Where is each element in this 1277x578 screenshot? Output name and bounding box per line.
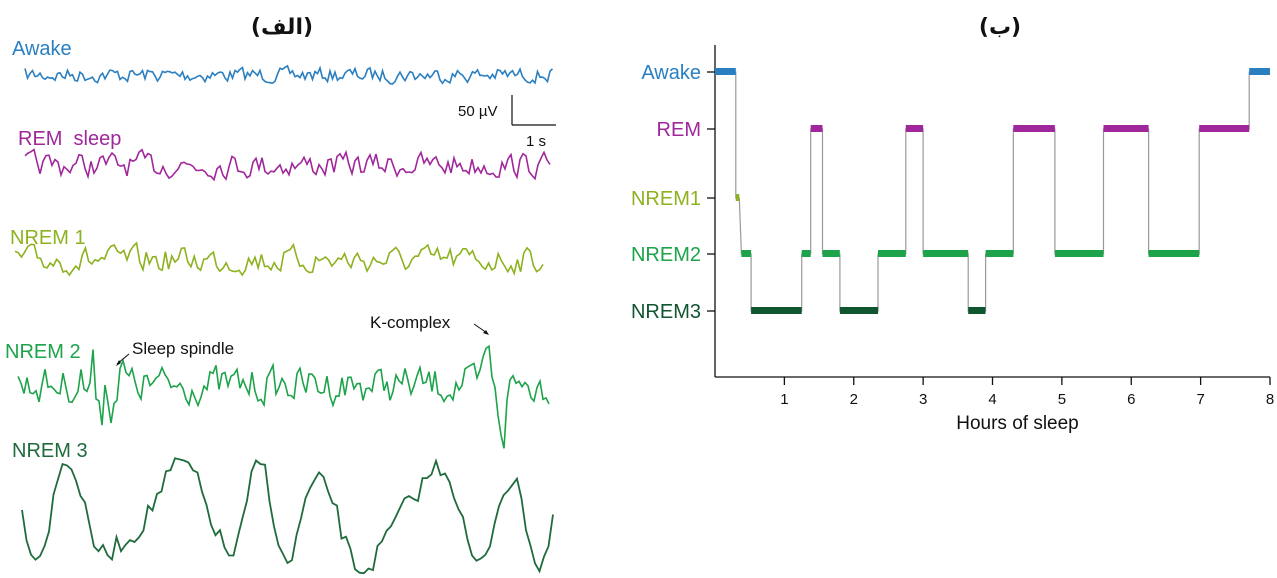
x-tick-label-7: 7 bbox=[1196, 391, 1204, 408]
y-tick-label-nrem2: NREM2 bbox=[631, 244, 701, 266]
sleep-spindle-arrowhead bbox=[116, 360, 121, 366]
trace-label-nrem1: NREM 1 bbox=[10, 227, 86, 249]
stage-segment-rem bbox=[1199, 125, 1250, 132]
y-tick-label-awake: Awake bbox=[641, 62, 701, 84]
stage-segment-nrem2 bbox=[985, 250, 1014, 257]
scale-bar: 50 µV 1 s bbox=[458, 95, 556, 150]
x-axis-title: Hours of sleep bbox=[956, 413, 1079, 434]
stage-segment-nrem2 bbox=[878, 250, 906, 257]
eeg-trace-rem bbox=[24, 148, 551, 182]
hypnogram: Awake REM NREM1 NREM2 NREM3 1 2 3 4 5 6 7 8 Hours of … bbox=[631, 45, 1274, 434]
stage-segment-awake bbox=[1249, 68, 1270, 75]
stage-segment-nrem3 bbox=[968, 307, 986, 314]
stage-segment-nrem2 bbox=[801, 250, 811, 257]
trace-label-rem: REM sleep bbox=[18, 128, 121, 150]
scale-time-label: 1 s bbox=[526, 133, 546, 150]
x-tick-label-3: 3 bbox=[919, 391, 927, 408]
stage-segment-nrem2 bbox=[741, 250, 752, 257]
panel-a-label: (الف) bbox=[251, 15, 313, 40]
y-tick-label-nrem3: NREM3 bbox=[631, 301, 701, 323]
stage-segment-rem bbox=[1103, 125, 1149, 132]
stage-segment-nrem1 bbox=[735, 194, 740, 201]
trace-label-awake: Awake bbox=[12, 38, 72, 60]
y-tick-label-nrem1: NREM1 bbox=[631, 188, 701, 210]
trace-label-nrem3: NREM 3 bbox=[12, 440, 88, 462]
eeg-trace-nrem3 bbox=[21, 457, 554, 575]
x-tick-label-4: 4 bbox=[988, 391, 996, 408]
stage-segment-rem bbox=[810, 125, 823, 132]
hypnogram-step-line bbox=[715, 71, 1270, 312]
x-tick-label-1: 1 bbox=[780, 391, 788, 408]
sleep-spindle-label: Sleep spindle bbox=[132, 339, 234, 358]
stage-segment-nrem2 bbox=[923, 250, 969, 257]
k-complex-arrowhead bbox=[483, 330, 489, 335]
x-tick-label-2: 2 bbox=[850, 391, 858, 408]
stage-segment-awake bbox=[715, 68, 736, 75]
eeg-trace-awake bbox=[24, 64, 554, 85]
x-tick-label-8: 8 bbox=[1266, 391, 1274, 408]
trace-label-nrem2: NREM 2 bbox=[5, 341, 81, 363]
stage-segment-nrem2 bbox=[1054, 250, 1104, 257]
stage-segment-nrem3 bbox=[839, 307, 879, 314]
stage-segment-nrem2 bbox=[1148, 250, 1200, 257]
x-tick-label-6: 6 bbox=[1127, 391, 1135, 408]
eeg-trace-nrem2 bbox=[17, 344, 550, 449]
stage-segment-nrem3 bbox=[751, 307, 802, 314]
stage-segment-nrem2 bbox=[822, 250, 840, 257]
eeg-trace-nrem1 bbox=[14, 241, 544, 277]
panel-b-label: (ب) bbox=[979, 15, 1021, 40]
y-tick-label-rem: REM bbox=[657, 119, 701, 141]
stage-segment-rem bbox=[905, 125, 924, 132]
stage-segment-rem bbox=[1013, 125, 1055, 132]
scale-amplitude-label: 50 µV bbox=[458, 103, 498, 120]
x-tick-label-5: 5 bbox=[1058, 391, 1066, 408]
k-complex-label: K-complex bbox=[370, 313, 451, 332]
